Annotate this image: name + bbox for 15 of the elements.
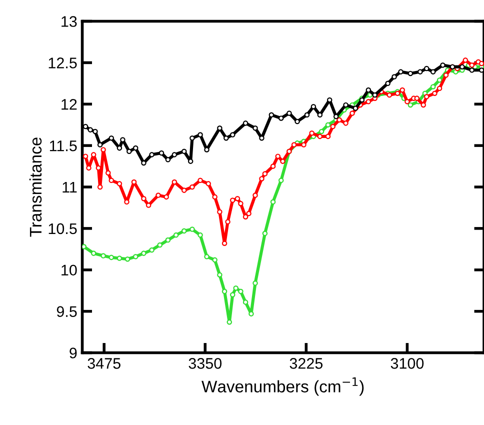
y-tick-label: 9.5 [56, 306, 77, 317]
x-tick-label: 3100 [390, 358, 424, 369]
x-tick-label: 3475 [88, 358, 120, 369]
y-axis-title: Transmitance [29, 138, 42, 237]
x-tick-label: 3225 [290, 358, 323, 369]
x-axis-title: Wavenumbers (cm$^{−1}$) [202, 377, 364, 396]
y-tick-label: 12.5 [48, 58, 77, 68]
y-tick-label: 10 [62, 264, 77, 276]
y-tick-label: 11.5 [50, 140, 77, 152]
y-tick-label: 13 [62, 16, 77, 27]
y-tick-label: 11 [62, 182, 77, 193]
y-tick-label: 9 [70, 348, 77, 358]
x-tick-label: 3350 [188, 358, 222, 369]
y-tick-label: 10.5 [48, 223, 77, 234]
y-tick-label: 12 [62, 98, 77, 110]
